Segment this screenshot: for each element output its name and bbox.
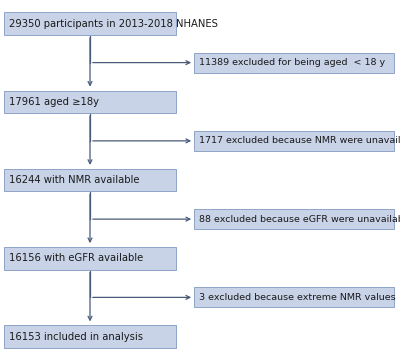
FancyBboxPatch shape [194, 52, 394, 72]
Text: 16156 with eGFR available: 16156 with eGFR available [9, 253, 143, 264]
Text: 17961 aged ≥18y: 17961 aged ≥18y [9, 97, 99, 107]
Text: 1717 excluded because NMR were unavailable: 1717 excluded because NMR were unavailab… [199, 136, 400, 145]
FancyBboxPatch shape [4, 12, 176, 35]
FancyBboxPatch shape [4, 91, 176, 113]
Text: 16244 with NMR available: 16244 with NMR available [9, 175, 139, 185]
Text: 88 excluded because eGFR were unavailable: 88 excluded because eGFR were unavailabl… [199, 215, 400, 223]
Text: 11389 excluded for being aged  < 18 y: 11389 excluded for being aged < 18 y [199, 58, 385, 67]
FancyBboxPatch shape [194, 288, 394, 307]
FancyBboxPatch shape [194, 209, 394, 229]
Text: 29350 participants in 2013-2018 NHANES: 29350 participants in 2013-2018 NHANES [9, 19, 218, 29]
FancyBboxPatch shape [4, 325, 176, 348]
Text: 3 excluded because extreme NMR values: 3 excluded because extreme NMR values [199, 293, 396, 302]
FancyBboxPatch shape [4, 247, 176, 270]
Text: 16153 included in analysis: 16153 included in analysis [9, 332, 143, 342]
FancyBboxPatch shape [4, 169, 176, 191]
FancyBboxPatch shape [194, 131, 394, 151]
